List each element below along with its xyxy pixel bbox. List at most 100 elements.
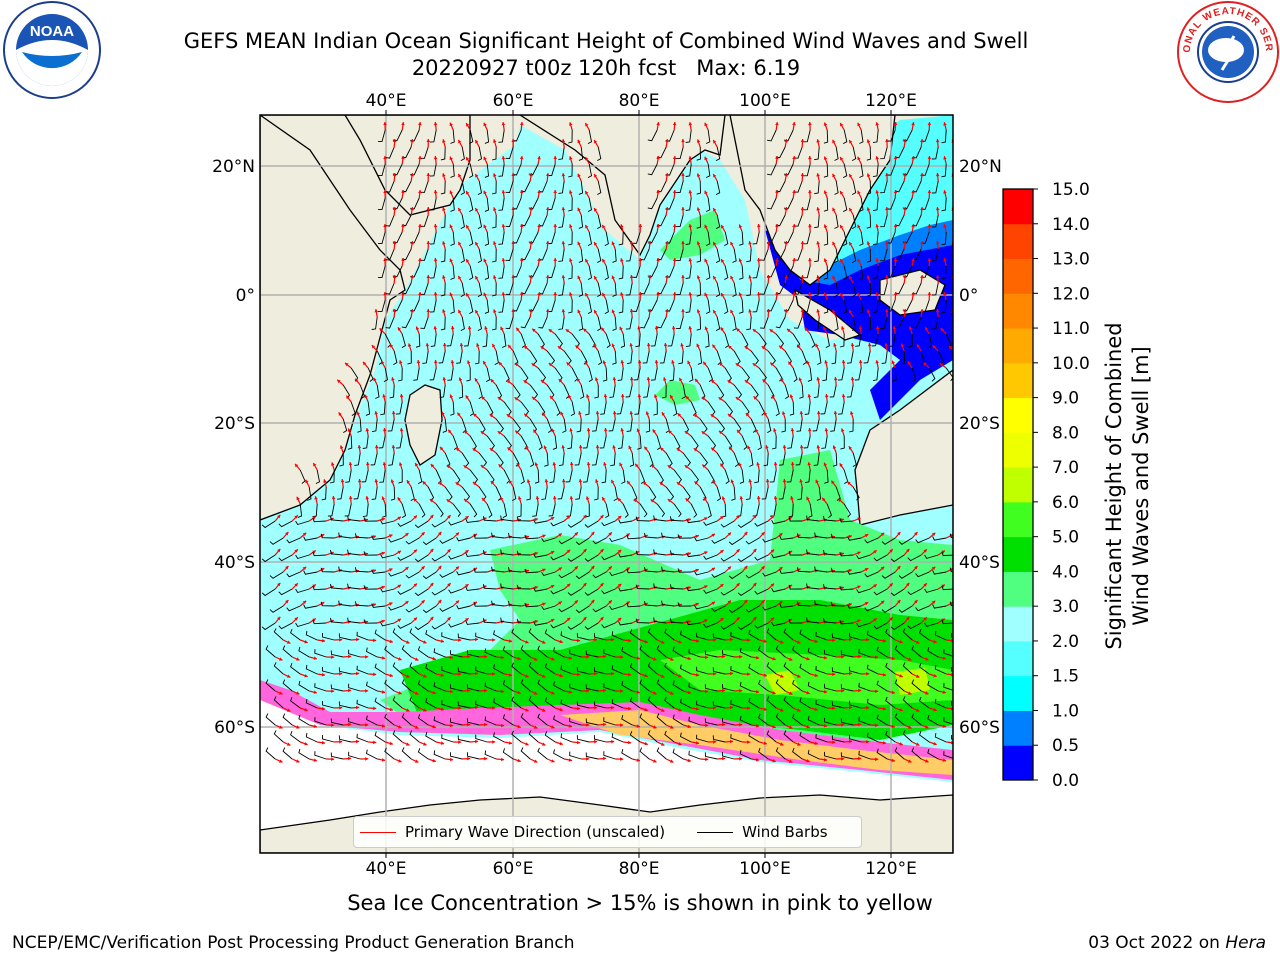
wave-direction-arrowhead xyxy=(729,446,733,451)
wind-barb xyxy=(622,503,629,518)
wind-barb xyxy=(422,537,437,546)
wind-barb xyxy=(336,486,344,500)
wave-direction-arrowhead xyxy=(635,463,639,468)
colorbar-tick-label: 0.0 xyxy=(1052,771,1079,791)
wave-direction-arrowhead xyxy=(413,617,417,621)
wave-direction-arrowhead xyxy=(543,445,547,449)
wave-direction-arrowhead xyxy=(476,343,480,347)
wind-barb xyxy=(528,163,539,176)
wind-barb xyxy=(417,646,429,658)
wave-direction-arrowhead xyxy=(908,326,913,330)
wave-direction-arrowhead xyxy=(577,173,581,178)
wave-direction-arrowhead xyxy=(885,275,889,279)
run-date: 03 Oct 2022 on Hera xyxy=(1088,933,1266,953)
wind-barb xyxy=(807,749,820,760)
wave-direction-arrowhead xyxy=(294,617,298,621)
wind-barb xyxy=(560,699,573,709)
wave-direction-arrowhead xyxy=(447,549,451,553)
wind-barb xyxy=(405,571,420,579)
wind-barb xyxy=(803,435,811,449)
wave-direction-arrowhead xyxy=(925,327,929,331)
wave-direction-arrowhead xyxy=(577,638,581,643)
wind-barb xyxy=(766,696,777,709)
wave-direction-arrowhead xyxy=(295,463,299,468)
wave-direction-arrowhead xyxy=(465,395,469,399)
wind-barb xyxy=(639,713,650,726)
wind-barb xyxy=(900,350,906,365)
wave-direction-arrowhead xyxy=(401,122,405,126)
wind-barb xyxy=(529,350,538,365)
lat-label-right: 20°N xyxy=(959,157,1002,177)
wind-barb xyxy=(712,667,726,675)
wave-direction-arrowhead xyxy=(372,535,376,539)
wind-barb xyxy=(642,350,650,364)
wind-barb xyxy=(639,679,650,692)
wind-barb xyxy=(305,664,318,675)
wind-barb xyxy=(715,146,721,161)
wave-direction-arrowhead xyxy=(296,496,300,501)
wind-barb xyxy=(356,631,369,641)
wind-barb xyxy=(290,662,301,675)
wave-direction-arrowhead xyxy=(875,689,879,694)
wind-barb xyxy=(541,537,556,543)
wind-barb xyxy=(345,469,352,483)
wind-barb xyxy=(537,435,543,450)
wind-barb xyxy=(330,617,344,624)
wave-direction-arrowhead xyxy=(920,207,924,211)
wind-barb xyxy=(799,731,811,743)
wave-direction-arrow xyxy=(957,329,963,334)
wind-barb xyxy=(730,632,743,641)
wind-barb xyxy=(550,588,565,595)
wind-barb xyxy=(898,605,913,613)
wind-barb xyxy=(498,163,505,177)
wind-barb xyxy=(739,265,744,280)
wind-barb xyxy=(792,713,803,726)
wind-barb xyxy=(852,486,860,501)
wave-direction-arrowhead xyxy=(569,156,573,160)
wave-direction-arrowhead xyxy=(857,292,861,297)
wind-barb xyxy=(715,214,721,229)
wind-barb xyxy=(433,682,446,692)
wave-direction-arrowhead xyxy=(533,429,537,434)
wave-direction-arrowhead xyxy=(908,691,912,695)
wave-direction-arrowhead xyxy=(475,208,479,212)
wind-barb xyxy=(474,350,480,365)
wave-direction-arrowhead xyxy=(648,241,652,245)
wind-barb xyxy=(265,679,276,692)
wind-barb xyxy=(585,503,590,518)
wind-barb xyxy=(669,584,684,590)
wave-direction-arrowhead xyxy=(559,673,563,678)
wind-barb xyxy=(758,713,769,726)
wind-barb xyxy=(711,605,726,612)
wind-barb xyxy=(783,163,794,176)
wind-barb xyxy=(524,568,539,574)
wind-barb xyxy=(618,299,624,314)
wind-barb xyxy=(469,503,478,518)
wave-direction-arrowhead xyxy=(816,207,820,211)
wind-barb xyxy=(886,129,896,142)
wave-direction-arrowhead xyxy=(933,639,937,644)
wave-direction-arrowhead xyxy=(670,657,674,661)
lon-label-bottom: 80°E xyxy=(619,859,660,879)
wind-barb xyxy=(842,129,848,144)
wave-direction-arrowhead xyxy=(415,691,419,695)
wave-direction-arrowhead xyxy=(899,640,903,644)
wind-barb xyxy=(409,730,420,743)
wave-direction-arrowhead xyxy=(583,617,587,621)
wave-direction-arrowhead xyxy=(312,550,316,554)
wave-direction-arrowhead xyxy=(583,583,587,587)
wave-direction-arrowhead xyxy=(348,722,352,727)
wind-barb xyxy=(902,696,913,709)
wave-direction-arrowhead xyxy=(399,462,403,466)
wind-barb xyxy=(448,588,463,594)
wave-direction-arrowhead xyxy=(314,496,318,500)
wave-direction-arrowhead xyxy=(430,548,434,553)
wave-direction-arrowhead xyxy=(508,741,512,745)
wind-barb xyxy=(775,747,786,760)
wave-direction-arrowhead xyxy=(511,241,515,244)
wind-barb xyxy=(661,532,675,539)
wave-direction-arrowhead xyxy=(442,139,446,143)
wind-barb xyxy=(783,129,794,142)
wind-barb xyxy=(618,265,624,280)
wind-barb xyxy=(299,469,306,484)
